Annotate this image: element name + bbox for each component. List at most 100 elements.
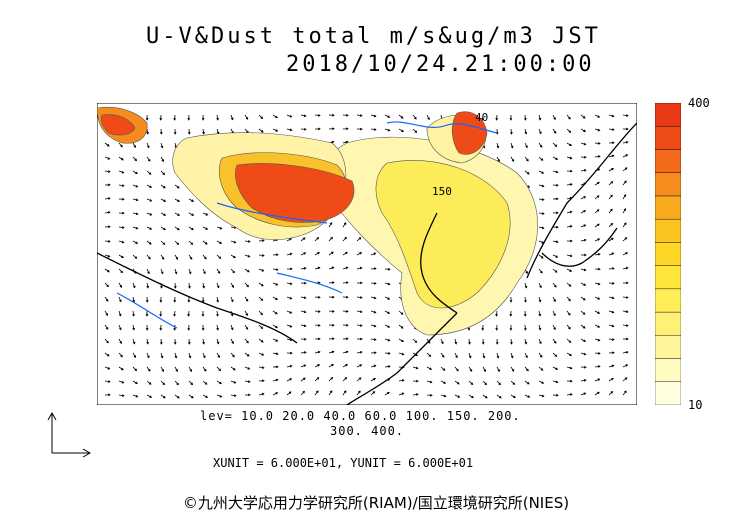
wind-arrow [104, 366, 111, 370]
wind-arrow [202, 268, 206, 275]
wind-arrow [538, 226, 545, 230]
wind-arrow [118, 282, 123, 288]
wind-arrow [258, 352, 265, 356]
wind-arrow [384, 310, 391, 314]
wind-arrow [244, 324, 249, 330]
wind-arrow [566, 393, 573, 396]
wind-arrow [342, 364, 349, 368]
timestamp: 2018/10/24.21:00:00 [286, 52, 595, 77]
wind-arrow [552, 380, 559, 384]
wind-arrow [566, 324, 571, 330]
wind-arrow [580, 352, 587, 356]
wind-arrow [104, 254, 111, 258]
wind-arrow [398, 338, 404, 342]
wind-arrow [146, 156, 151, 162]
wind-arrow [104, 352, 110, 357]
wind-arrow [216, 380, 222, 385]
wind-arrow [146, 380, 152, 385]
wind-arrow [608, 194, 613, 200]
wind-arrow [342, 350, 349, 354]
wind-arrow [384, 282, 391, 286]
wind-arrow [342, 127, 349, 131]
wind-arrow [622, 390, 627, 396]
axis-direction-icon [47, 411, 92, 458]
colorbar-cell [655, 358, 681, 382]
wind-arrow [314, 310, 321, 313]
wind-arrow [104, 156, 111, 160]
wind-arrow [566, 268, 573, 272]
wind-arrow [566, 142, 572, 146]
wind-arrow [230, 338, 234, 345]
wind-arrow [356, 364, 363, 368]
wind-arrow [622, 167, 628, 172]
wind-arrow [580, 392, 587, 396]
wind-arrow [173, 296, 177, 303]
wind-arrow [594, 296, 601, 300]
wind-arrow [202, 338, 205, 345]
wind-arrow [594, 128, 601, 132]
wind-arrow [481, 114, 485, 121]
wind-arrow [286, 378, 293, 382]
wind-arrow [566, 225, 573, 228]
wind-arrow [538, 128, 542, 135]
wind-arrow [356, 296, 363, 299]
wind-arrow [552, 197, 559, 201]
wind-arrow [160, 394, 166, 399]
wind-arrow [286, 252, 293, 256]
wind-arrow [384, 267, 391, 271]
wind-arrow [608, 377, 614, 382]
wind-arrow [272, 338, 279, 342]
wind-arrow [608, 338, 615, 341]
wind-arrow [286, 391, 292, 396]
wind-arrow [622, 364, 629, 368]
wind-arrow [159, 310, 163, 317]
colorbar-cell [655, 149, 681, 173]
wind-arrow [272, 352, 279, 356]
wind-arrow [286, 128, 293, 132]
wind-arrow [468, 380, 474, 385]
wind-arrow [202, 128, 205, 135]
wind-arrow [552, 296, 556, 303]
wind-arrow [244, 282, 249, 288]
wind-arrow [370, 364, 377, 368]
wind-arrow [160, 240, 166, 245]
colorbar-cell [655, 103, 681, 127]
wind-arrow [202, 212, 209, 216]
wind-arrow [622, 180, 627, 186]
wind-arrow [440, 352, 445, 358]
wind-arrow [188, 268, 192, 275]
wind-arrow [580, 282, 587, 286]
wind-arrow [509, 310, 513, 317]
wind-arrow [286, 324, 293, 328]
wind-arrow [216, 296, 220, 303]
wind-arrow [118, 352, 123, 358]
wind-arrow [187, 310, 191, 317]
wind-arrow [580, 114, 586, 119]
dust-map: 150 40 [97, 103, 637, 405]
wind-arrow [286, 364, 293, 368]
wind-arrow [384, 352, 391, 355]
wind-arrow [594, 267, 601, 271]
wind-arrow [594, 223, 600, 228]
wind-arrow [454, 352, 458, 359]
wind-arrow [118, 324, 122, 331]
wind-arrow [509, 114, 513, 121]
wind-arrow [300, 351, 307, 354]
wind-arrow [132, 324, 135, 331]
wind-arrow [132, 352, 136, 358]
wind-arrow [118, 226, 125, 229]
wind-arrow [594, 365, 601, 368]
wind-arrow [524, 394, 531, 398]
wind-arrow [160, 352, 164, 359]
wind-arrow [342, 140, 349, 144]
wind-arrow [159, 114, 163, 121]
wind-arrow [104, 380, 111, 383]
wind-arrow [580, 142, 587, 146]
wind-arrow [580, 224, 587, 228]
wind-arrow [118, 170, 125, 174]
wind-arrow [174, 394, 180, 399]
wind-arrow [622, 266, 629, 270]
wind-arrow [132, 240, 139, 244]
colorbar-min-label: 10 [688, 398, 703, 412]
wind-arrow [524, 296, 527, 303]
